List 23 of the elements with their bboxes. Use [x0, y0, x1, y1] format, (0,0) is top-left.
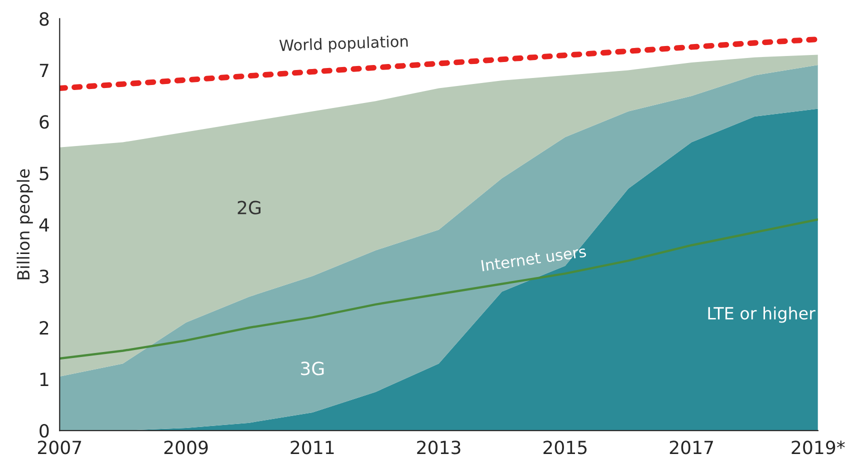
- series-label: 2G: [238, 200, 260, 214]
- line-series: [60, 218, 818, 360]
- y-tick-label: 7: [40, 64, 48, 78]
- x-tick-label: 2011: [290, 440, 334, 454]
- series-label: World population: [279, 34, 408, 54]
- y-tick-label: 1: [40, 372, 48, 386]
- series-label: LTE or higher: [708, 306, 816, 323]
- x-tick-label: 2009: [164, 440, 208, 454]
- y-tick-label: 2: [40, 321, 48, 334]
- x-tick-label: 2007: [38, 440, 82, 454]
- y-tick-label: 0: [40, 424, 49, 438]
- series-label: 3G: [301, 362, 324, 376]
- y-tick-label: 6: [40, 115, 49, 129]
- y-tick-label: 8: [40, 12, 49, 26]
- x-tick-label: 2013: [417, 440, 460, 454]
- x-tick-label: 2017: [670, 440, 713, 454]
- x-tick-label: 2019*: [792, 440, 845, 454]
- x-tick-label: 2015: [544, 440, 587, 454]
- y-tick-label: 3: [40, 270, 48, 284]
- y-tick-label: 4: [39, 218, 49, 232]
- y-tick-label: 5: [40, 166, 48, 180]
- text: Internet users: [481, 246, 586, 272]
- y-axis-title: Billion people: [16, 169, 33, 280]
